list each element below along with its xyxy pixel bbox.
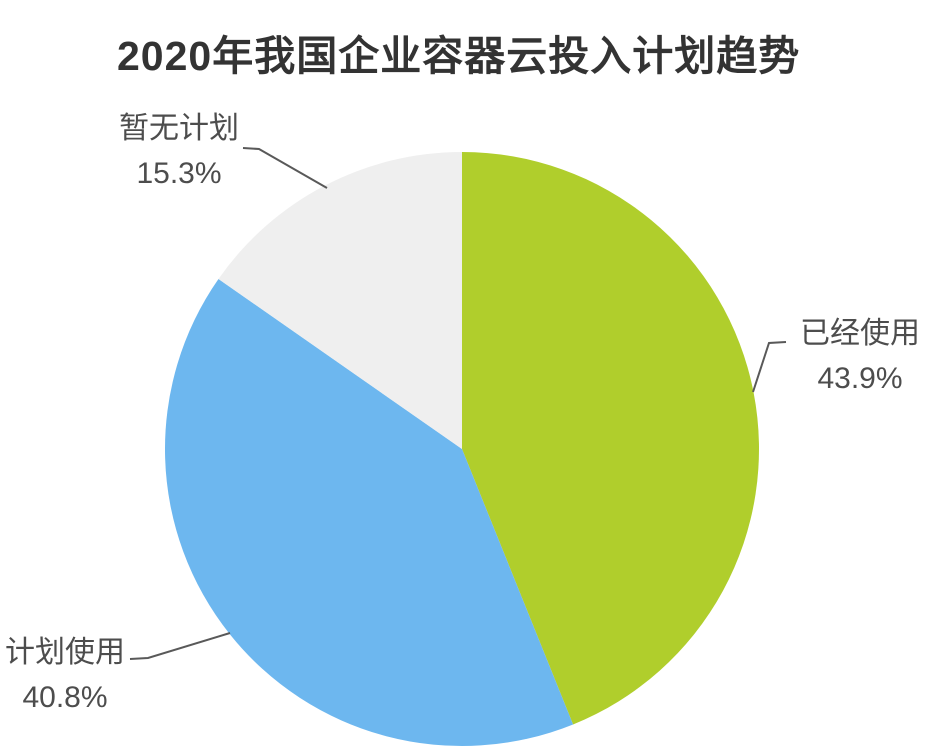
slice-label-no-plan-percent: 15.3%	[136, 157, 222, 190]
slice-label-used: 已经使用 43.9%	[800, 311, 920, 401]
leader-line-used	[752, 341, 787, 393]
slice-label-used-name: 已经使用	[800, 317, 920, 350]
pie-slice-no-plan	[218, 152, 462, 449]
pie-slices	[164, 152, 760, 747]
slice-label-no-plan: 暂无计划 15.3%	[119, 106, 239, 196]
pie-slice-planned	[164, 278, 574, 747]
leader-line-no-plan	[242, 147, 328, 189]
leader-line-planned	[129, 632, 231, 660]
slice-label-planned-percent: 40.8%	[22, 681, 108, 714]
slice-label-no-plan-name: 暂无计划	[119, 112, 239, 145]
pie-slice-used	[462, 152, 760, 725]
slice-label-used-percent: 43.9%	[817, 362, 903, 395]
slice-label-planned: 计划使用 40.8%	[5, 630, 125, 720]
slice-label-planned-name: 计划使用	[5, 636, 125, 669]
chart-title: 2020年我国企业容器云投入计划趋势	[117, 33, 801, 79]
